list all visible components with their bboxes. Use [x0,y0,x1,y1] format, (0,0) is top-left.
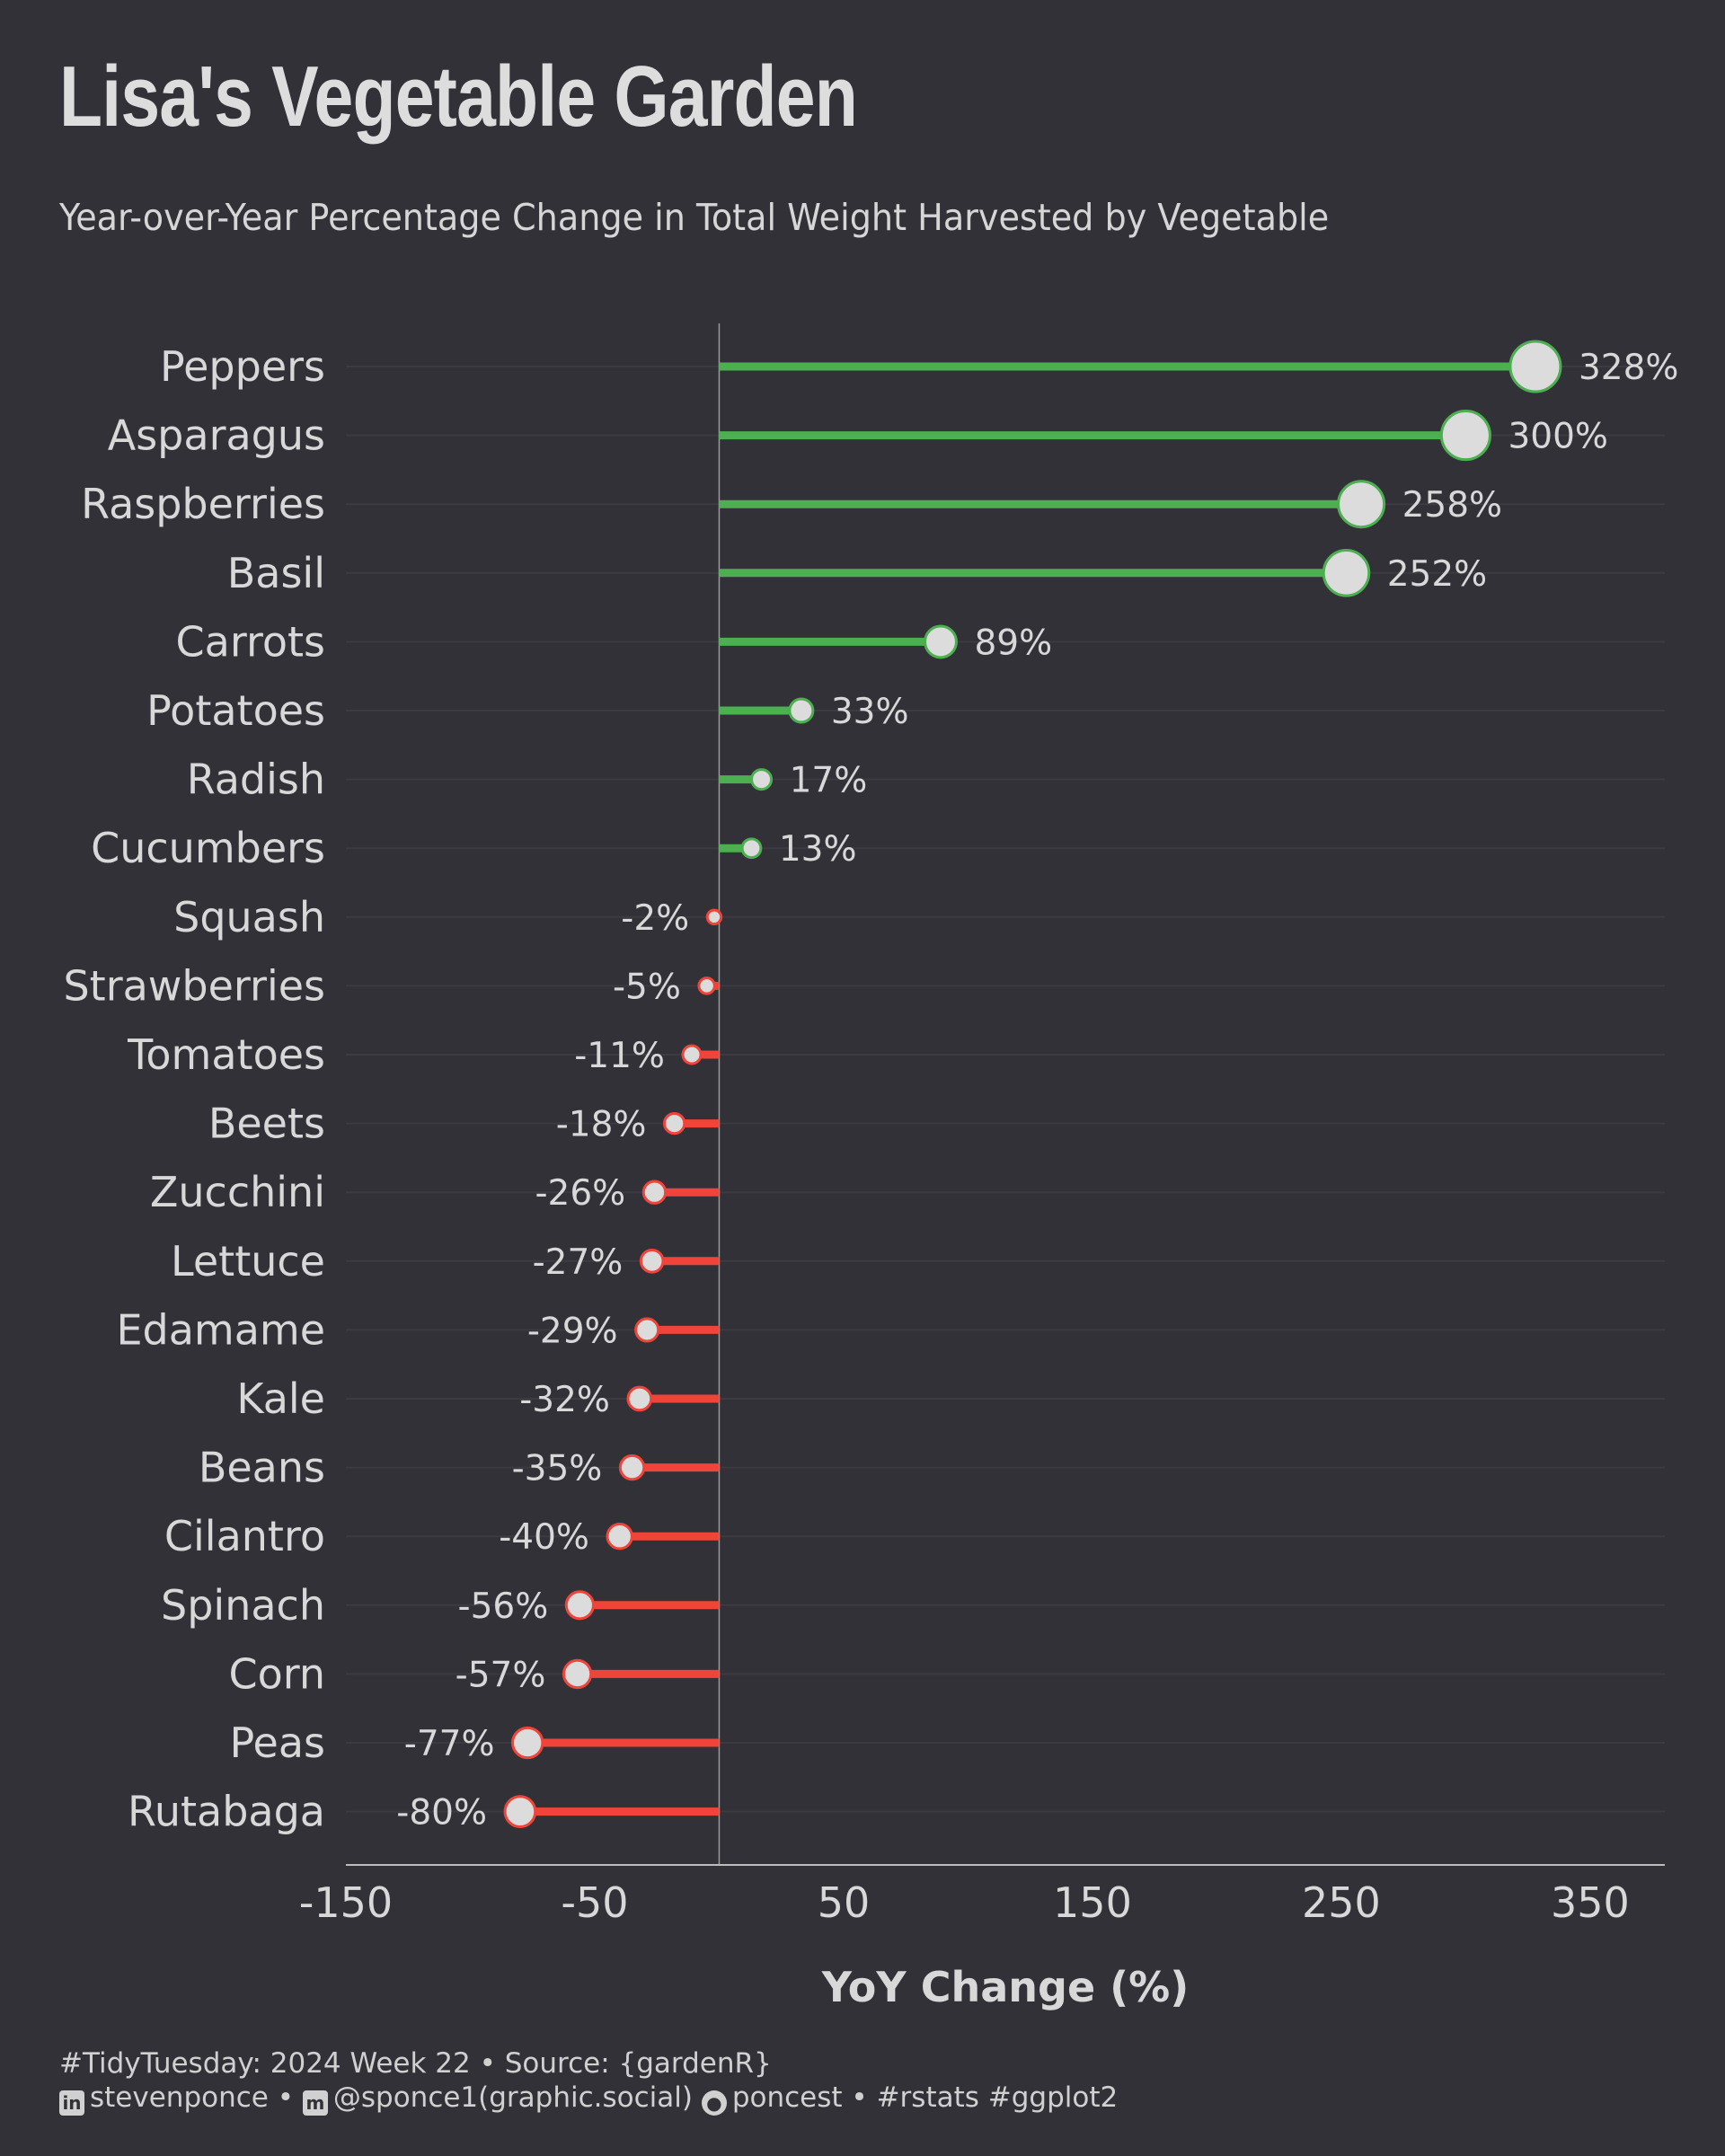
lollipop-point [606,1523,633,1551]
category-label: Potatoes [146,686,325,735]
page-title: Lisa's Vegetable Garden [59,49,858,145]
separator-dot: • [277,2081,295,2114]
lollipop-point [511,1726,544,1760]
lollipop-point [740,837,763,860]
value-label: 33% [831,692,909,732]
value-label: 258% [1402,485,1503,526]
x-tick-label: -50 [561,1878,628,1927]
github-icon: ● [701,2090,727,2116]
value-label: -26% [535,1173,625,1214]
category-label: Peas [229,1719,325,1767]
value-label: -77% [404,1724,495,1764]
x-tick-label: 350 [1551,1878,1630,1927]
mastodon-icon: m [302,2090,328,2116]
value-label: -27% [533,1242,624,1283]
value-label: 252% [1387,554,1488,595]
linkedin-handle[interactable]: stevenponce [90,2081,269,2114]
x-tick-label: -150 [299,1878,393,1927]
footer-social-line: in stevenponce • m @sponce1(graphic.social… [59,2081,1118,2116]
value-label: -35% [512,1449,603,1489]
category-label: Beets [208,1100,325,1148]
category-label: Raspberries [81,480,325,528]
x-tick-label: 50 [818,1878,871,1927]
lollipop-point [562,1658,593,1690]
github-handle[interactable]: poncest [731,2081,843,2114]
value-labels: 328% 300%258% 252% 89% 33% 17% 13% -2% -5% -11% -1… [396,348,1678,1833]
value-label: -5% [613,967,681,1007]
category-label: Beans [199,1444,325,1492]
category-label: Spinach [161,1581,325,1630]
category-label: Rutabaga [128,1788,325,1836]
x-axis-ticks: -150 -50 50 150 250 350 [299,1878,1630,1927]
lollipop-point [1439,410,1491,462]
category-labels: Peppers Asparagus Raspberries Basil Carrots P… [63,342,325,1836]
lollipop-point [634,1317,660,1343]
value-label: -80% [396,1793,487,1833]
category-label: Asparagus [108,411,325,460]
lollipop-point [1508,340,1562,393]
category-label: Strawberries [63,961,325,1010]
separator-dot: • [851,2081,868,2114]
category-label: Peppers [160,342,325,391]
footer-tags: #rstats #ggplot2 [876,2081,1119,2114]
value-label: 13% [779,829,857,870]
lollipop-point [705,908,723,926]
lollipop-points [503,340,1562,1828]
category-label: Basil [227,549,325,597]
category-label: Zucchini [150,1168,325,1216]
footer-caption: #TidyTuesday: 2024 Week 22 • Source: {ga… [59,2046,1118,2116]
lollipop-point [924,624,958,659]
lollipop-point [564,1590,595,1621]
value-label: -57% [456,1655,546,1695]
value-label: -32% [519,1380,610,1420]
value-label: 300% [1508,417,1608,457]
lollipop-point [1322,549,1371,597]
category-label: Kale [236,1374,325,1423]
value-label: 17% [790,761,868,801]
category-label: Edamame [116,1305,325,1354]
x-tick-label: 250 [1302,1878,1381,1927]
category-label: Lettuce [171,1237,325,1286]
footer-source-line: #TidyTuesday: 2024 Week 22 • Source: {ga… [59,2047,772,2080]
category-label: Corn [228,1649,325,1698]
value-label: -29% [527,1311,618,1351]
lollipop-point [750,768,774,791]
grid-lines [346,366,1665,1813]
linkedin-icon: in [59,2090,84,2116]
value-label: -18% [556,1105,647,1145]
lollipop-point [788,697,815,724]
mastodon-handle[interactable]: @sponce1(graphic.social) [332,2081,693,2114]
value-label: -2% [621,898,689,939]
value-label: -11% [574,1036,665,1076]
value-label: -56% [458,1586,549,1627]
lollipop-sticks [519,362,1535,1816]
lollipop-point [681,1044,703,1065]
lollipop-point [503,1795,537,1828]
lollipop-point [1337,480,1386,529]
category-label: Cucumbers [91,824,325,872]
lollipop-point [662,1111,686,1135]
lollipop-chart: Peppers Asparagus Raspberries Basil Carrots P… [63,323,1678,2011]
value-label: -40% [499,1517,589,1558]
lollipop-point [626,1385,653,1412]
category-label: Tomatoes [127,1030,325,1079]
category-label: Carrots [176,617,325,666]
lollipop-point [641,1180,668,1205]
lollipop-point [639,1248,665,1274]
category-label: Cilantro [164,1512,325,1560]
x-tick-label: 150 [1053,1878,1132,1927]
value-label: 89% [974,623,1052,663]
value-label: 328% [1579,348,1679,388]
category-label: Squash [173,893,325,941]
lollipop-point [697,976,716,995]
page-subtitle: Year-over-Year Percentage Change in Tota… [59,196,1330,239]
category-label: Radish [187,755,325,804]
x-axis-title: YoY Change (%) [821,1963,1190,2011]
lollipop-point [618,1454,646,1481]
